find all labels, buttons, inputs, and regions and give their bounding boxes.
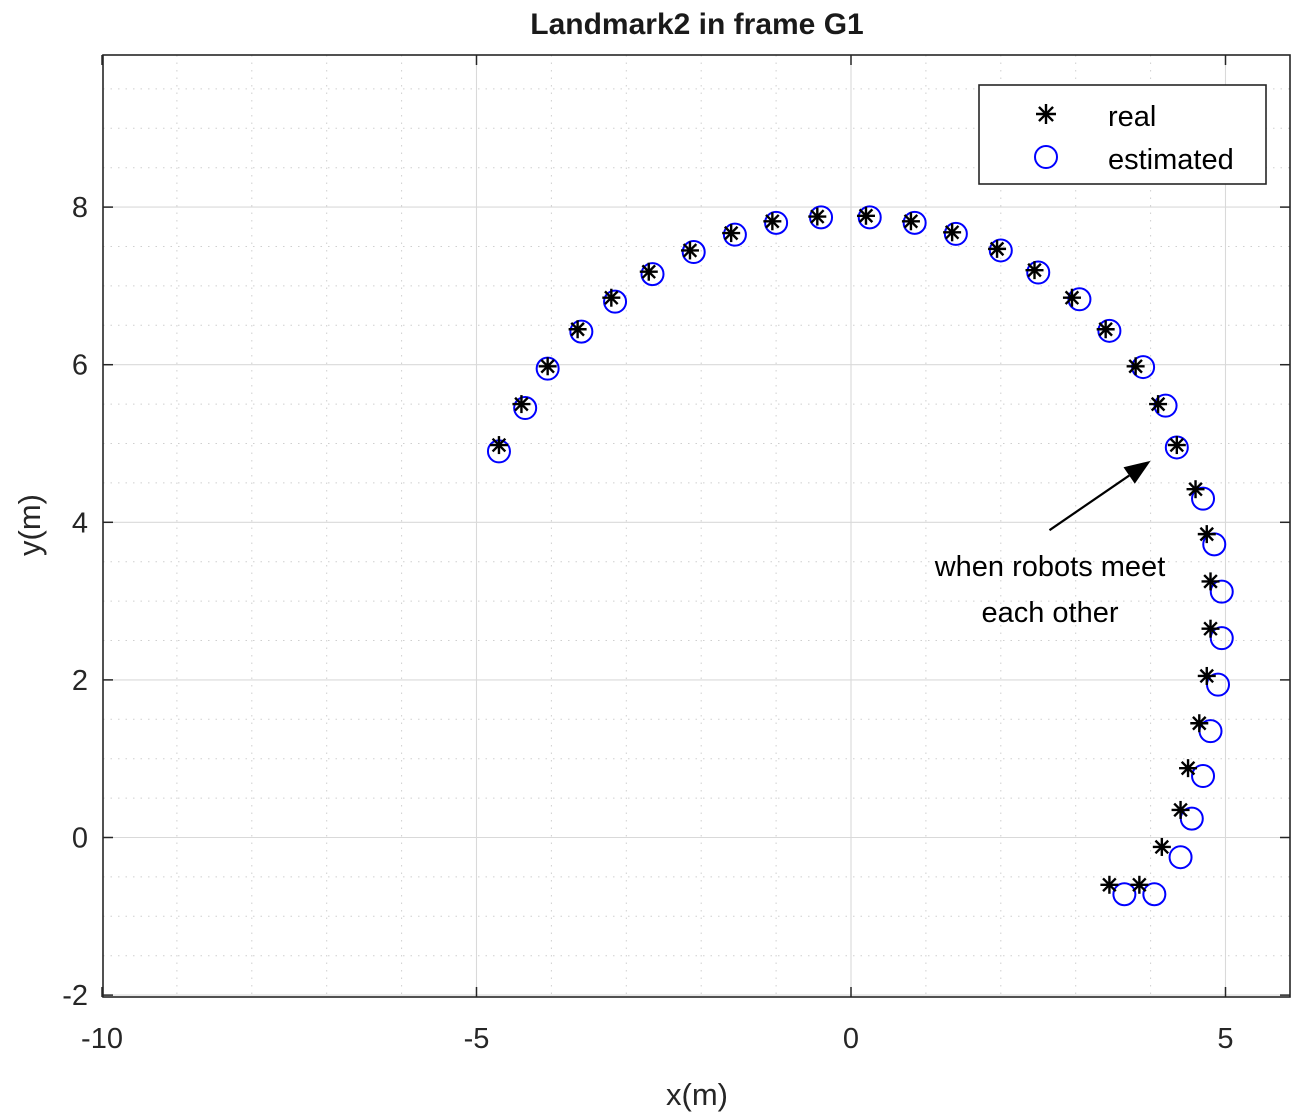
estimated-point bbox=[1026, 260, 1051, 285]
annotation: when robots meet each other bbox=[934, 460, 1166, 629]
legend: real estimated bbox=[978, 84, 1267, 185]
estimated-point bbox=[1142, 882, 1167, 907]
real-point bbox=[568, 320, 587, 339]
estimated-point bbox=[1112, 882, 1137, 907]
real-point bbox=[1130, 875, 1149, 894]
estimated-point bbox=[1209, 626, 1234, 651]
estimated-point bbox=[1097, 318, 1122, 343]
legend-label-real: real bbox=[1108, 101, 1156, 133]
real-point bbox=[489, 436, 508, 455]
legend-label-estimated: estimated bbox=[1108, 144, 1234, 176]
estimated-point bbox=[1168, 845, 1193, 870]
estimated-point bbox=[1153, 393, 1178, 418]
estimated-point bbox=[988, 238, 1013, 263]
real-point bbox=[856, 206, 875, 225]
estimated-point bbox=[1191, 486, 1216, 511]
y-tick-label: 0 bbox=[72, 823, 88, 855]
real-point bbox=[680, 241, 699, 260]
real-point bbox=[1186, 480, 1205, 499]
x-tick-label: 5 bbox=[1217, 1023, 1233, 1055]
y-tick-label: 6 bbox=[72, 350, 88, 382]
x-tick-label: -5 bbox=[464, 1023, 490, 1055]
y-tick-label: 4 bbox=[72, 507, 88, 539]
estimated-point bbox=[1191, 764, 1216, 789]
real-point bbox=[1167, 436, 1186, 455]
estimated-point bbox=[1209, 579, 1234, 604]
real-point bbox=[1201, 619, 1220, 638]
real-point bbox=[943, 223, 962, 242]
chart-title: Landmark2 in frame G1 bbox=[530, 8, 863, 41]
legend-marker-real bbox=[1036, 104, 1056, 124]
real-point bbox=[602, 288, 621, 307]
data-markers bbox=[486, 205, 1234, 907]
estimated-point bbox=[640, 262, 665, 287]
estimated-point bbox=[569, 319, 594, 344]
estimated-point bbox=[943, 221, 968, 246]
real-point bbox=[512, 395, 531, 414]
estimated-point bbox=[603, 289, 628, 314]
x-tick-label: -10 bbox=[81, 1023, 123, 1055]
grid-lines bbox=[103, 55, 1290, 997]
real-point bbox=[1126, 357, 1145, 376]
real-point bbox=[1197, 525, 1216, 544]
axis-ticks bbox=[101, 55, 1290, 997]
real-point bbox=[763, 212, 782, 231]
real-point bbox=[639, 262, 658, 281]
real-point bbox=[1190, 714, 1209, 733]
real-point bbox=[722, 224, 741, 243]
real-point bbox=[1197, 666, 1216, 685]
real-point bbox=[808, 207, 827, 226]
estimated-point bbox=[722, 222, 747, 247]
real-point bbox=[538, 357, 557, 376]
real-point bbox=[1179, 759, 1198, 778]
real-point bbox=[1096, 320, 1115, 339]
real-point bbox=[1062, 288, 1081, 307]
legend-box bbox=[978, 84, 1267, 185]
real-point bbox=[1025, 261, 1044, 280]
x-axis-label: x(m) bbox=[666, 1077, 728, 1112]
real-point bbox=[1171, 800, 1190, 819]
x-tick-label: 0 bbox=[843, 1023, 859, 1055]
real-point bbox=[988, 239, 1007, 258]
real-point bbox=[1100, 875, 1119, 894]
y-tick-label: 2 bbox=[72, 665, 88, 697]
real-point bbox=[901, 212, 920, 231]
annotation-text-line-2: each other bbox=[981, 597, 1118, 629]
y-axis-label: y(m) bbox=[12, 494, 47, 556]
annotation-arrow-head bbox=[1123, 460, 1151, 484]
estimated-point bbox=[764, 210, 789, 235]
real-point bbox=[1149, 395, 1168, 414]
legend-asterisk-real bbox=[1036, 104, 1056, 124]
annotation-text-line-1: when robots meet bbox=[934, 551, 1166, 583]
legend-marker-estimated bbox=[1034, 145, 1058, 169]
estimated-point bbox=[1067, 287, 1092, 312]
annotation-arrow-line bbox=[1048, 474, 1130, 532]
y-tick-label: -2 bbox=[62, 980, 88, 1012]
real-point bbox=[1201, 572, 1220, 591]
estimated-point bbox=[902, 210, 927, 235]
estimated-point bbox=[681, 240, 706, 265]
estimated-point bbox=[513, 396, 538, 421]
real-point bbox=[1152, 837, 1171, 856]
plot-area-frame bbox=[102, 54, 1291, 998]
estimated-point bbox=[857, 205, 882, 230]
y-tick-label: 8 bbox=[72, 192, 88, 224]
